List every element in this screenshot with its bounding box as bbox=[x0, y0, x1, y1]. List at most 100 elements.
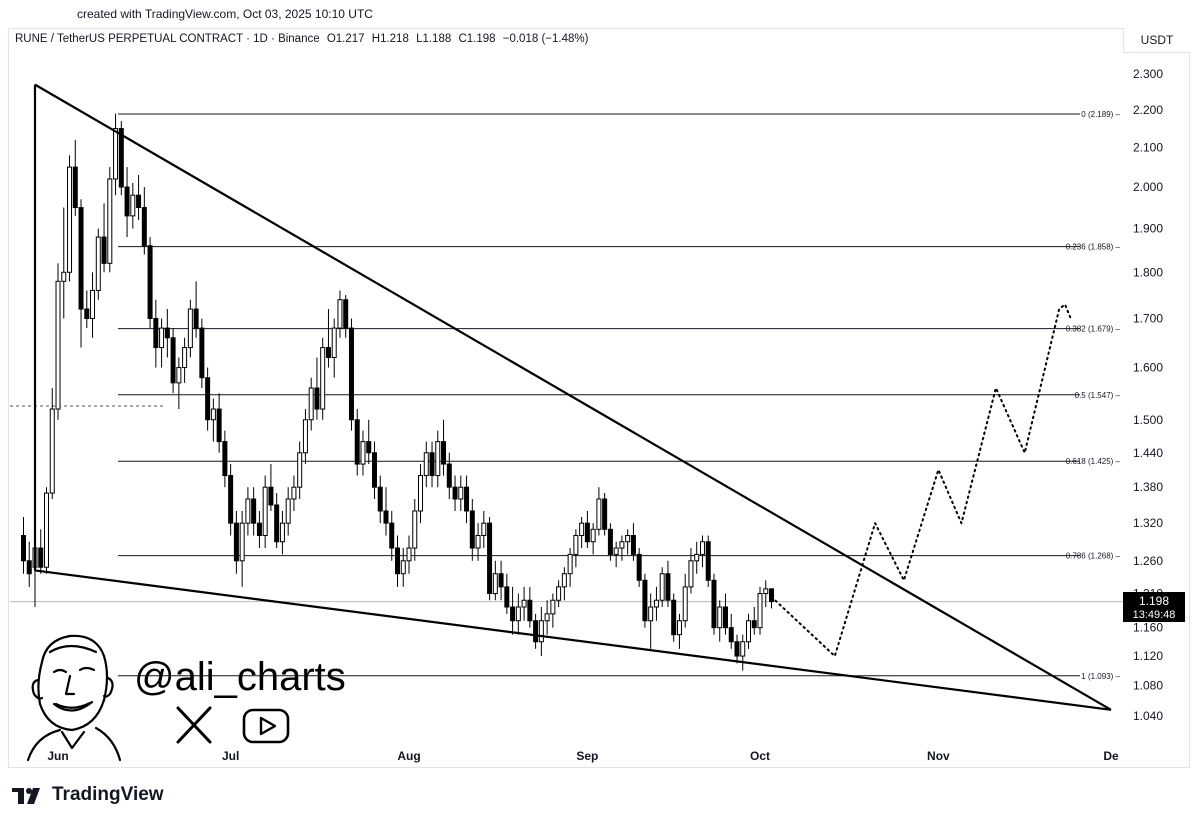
y-tick-label: 1.900 bbox=[1133, 222, 1163, 236]
candle-up bbox=[573, 535, 579, 555]
candle-up bbox=[423, 452, 429, 477]
tradingview-logo[interactable]: TradingView bbox=[12, 784, 164, 806]
candle-down bbox=[170, 337, 176, 384]
candle-down bbox=[233, 522, 239, 562]
y-tick-label: 1.160 bbox=[1133, 621, 1163, 635]
symbol-header: RUNE / TetherUS PERPETUAL CONTRACT · 1D … bbox=[15, 33, 592, 45]
candle-up bbox=[285, 498, 291, 524]
candle-up bbox=[90, 289, 96, 320]
projection bbox=[770, 303, 1072, 658]
candle-up bbox=[187, 308, 193, 349]
candle-down bbox=[26, 560, 32, 575]
candle-up bbox=[688, 560, 694, 588]
candle-down bbox=[533, 620, 539, 643]
fib-level-label: 0 (2.189) – bbox=[1081, 110, 1120, 119]
candle-up bbox=[619, 541, 625, 549]
candle-up bbox=[648, 606, 654, 622]
candle-down bbox=[228, 475, 234, 524]
y-tick-label: 2.300 bbox=[1133, 67, 1163, 81]
candle-down bbox=[377, 486, 383, 512]
fib-level-label: 0.382 (1.679) – bbox=[1066, 325, 1121, 334]
tradingview-brand: TradingView bbox=[52, 784, 164, 805]
y-tick-label: 1.260 bbox=[1133, 554, 1163, 568]
candle-down bbox=[728, 627, 734, 643]
candle-up bbox=[55, 280, 61, 410]
chart-frame bbox=[8, 28, 1190, 768]
candle-down bbox=[147, 245, 153, 320]
candle-down bbox=[498, 573, 504, 588]
candle-down bbox=[527, 599, 533, 622]
y-tick-label: 1.700 bbox=[1133, 312, 1163, 326]
candle-down bbox=[769, 588, 775, 603]
candle-down bbox=[441, 441, 447, 465]
symbol-title[interactable]: RUNE / TetherUS PERPETUAL CONTRACT · 1D … bbox=[15, 33, 320, 45]
candle-down bbox=[469, 510, 475, 549]
y-tick-label: 2.000 bbox=[1133, 180, 1163, 194]
candle-up bbox=[95, 236, 101, 291]
y-tick-label: 1.380 bbox=[1133, 480, 1163, 494]
x-tick-label: Sep bbox=[576, 749, 598, 763]
candle-up bbox=[337, 299, 343, 329]
candle-down bbox=[630, 535, 636, 555]
y-tick-label: 1.440 bbox=[1133, 446, 1163, 460]
candle-up bbox=[475, 535, 481, 549]
ohlc-close: C1.198 bbox=[458, 33, 496, 45]
watermark-handle: @ali_charts bbox=[134, 655, 346, 699]
candle-down bbox=[452, 486, 458, 500]
y-tick-label: 1.320 bbox=[1133, 516, 1163, 530]
candle-down bbox=[141, 207, 147, 247]
ohlc-high: H1.218 bbox=[371, 33, 409, 45]
candle-down bbox=[487, 522, 493, 595]
youtube-icon[interactable] bbox=[242, 708, 290, 744]
candle-down bbox=[383, 510, 389, 524]
candle-up bbox=[515, 606, 521, 622]
price-axis[interactable]: 2.300 2.200 2.100 2.000 1.900 1.800 1.700 1.600… bbox=[1133, 67, 1163, 723]
candle-up bbox=[676, 620, 682, 636]
candle-up bbox=[492, 573, 498, 595]
candle-down bbox=[38, 547, 44, 568]
candle-down bbox=[72, 166, 78, 209]
fib-level-label: 0.236 (1.858) – bbox=[1066, 243, 1121, 252]
candle-down bbox=[348, 327, 354, 421]
candle-up bbox=[44, 492, 50, 568]
y-tick-label: 1.600 bbox=[1133, 361, 1163, 375]
fib-level-label: 0.786 (1.268) – bbox=[1066, 552, 1121, 561]
candle-up bbox=[418, 475, 424, 512]
candle-up bbox=[159, 327, 165, 349]
candle-up bbox=[360, 441, 366, 465]
fib-level-label: 0.5 (1.547) – bbox=[1075, 391, 1121, 400]
candle-up bbox=[567, 553, 573, 575]
candle-up bbox=[538, 620, 544, 643]
candle-down bbox=[199, 327, 205, 379]
candle-up bbox=[481, 522, 487, 537]
candle-up bbox=[757, 593, 763, 629]
candle-up bbox=[590, 528, 596, 543]
x-logo-icon[interactable] bbox=[176, 706, 212, 744]
candle-down bbox=[314, 387, 320, 410]
candle-down bbox=[20, 535, 26, 562]
candle-up bbox=[550, 599, 556, 615]
candle-down bbox=[711, 579, 717, 629]
candle-down bbox=[343, 299, 349, 329]
candles bbox=[20, 113, 775, 671]
candle-up bbox=[579, 522, 585, 537]
current-price: 1.198 bbox=[1139, 594, 1169, 608]
candle-down bbox=[205, 377, 211, 421]
candle-down bbox=[734, 641, 740, 657]
candle-up bbox=[740, 641, 746, 657]
y-tick-label: 1.080 bbox=[1133, 678, 1163, 692]
avatar-cartoon bbox=[26, 634, 122, 762]
candle-up bbox=[130, 194, 136, 217]
currency-button[interactable]: USDT bbox=[1123, 28, 1190, 53]
candle-up bbox=[694, 553, 700, 562]
candle-down bbox=[256, 522, 262, 537]
candle-up bbox=[556, 586, 562, 601]
candle-up bbox=[49, 408, 55, 494]
time-axis[interactable]: Jun Jul Aug Sep Oct Nov De bbox=[47, 749, 1119, 763]
candle-down bbox=[325, 347, 331, 358]
candle-down bbox=[118, 128, 124, 188]
candle-down bbox=[602, 498, 608, 530]
candle-up bbox=[596, 498, 602, 530]
candle-down bbox=[429, 452, 435, 477]
